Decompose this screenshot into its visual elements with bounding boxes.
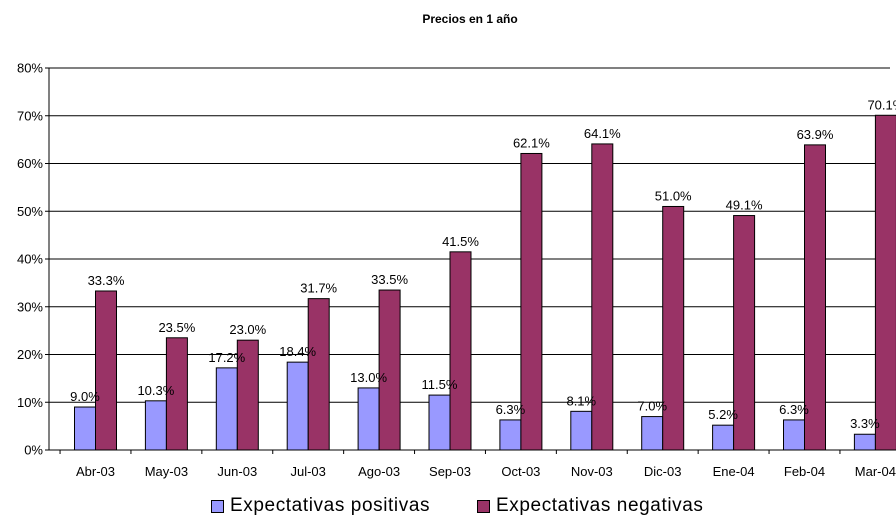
data-label-positive: 9.0% — [70, 389, 100, 404]
y-tick-label: 40% — [17, 252, 43, 267]
bar-chart: Precios en 1 año 9.0% 33.3% 10.3% 23.5% 17.2… — [17, 12, 896, 479]
legend-item-negative: Expectativas negativas — [477, 495, 704, 517]
data-label-negative: 33.5% — [371, 272, 408, 287]
data-label-negative: 49.1% — [726, 198, 763, 213]
bar-positive — [499, 419, 522, 451]
data-label-negative: 70.1% — [867, 97, 896, 112]
bar-positive — [783, 419, 805, 451]
x-tick-label: Mar-04 — [855, 464, 896, 479]
data-label-positive: 7.0% — [637, 399, 667, 414]
x-tick-label: Nov-03 — [571, 464, 613, 479]
data-label-negative: 64.1% — [584, 126, 621, 141]
bars — [74, 114, 896, 451]
x-tick-label: Dic-03 — [644, 464, 682, 479]
y-tick-label: 60% — [17, 156, 43, 171]
legend-swatch-negative — [477, 499, 490, 513]
data-label-negative: 41.5% — [442, 234, 479, 249]
bar-positive — [74, 406, 96, 451]
y-tick-label: 30% — [17, 299, 43, 314]
x-axis-ticks: Abr-03 May-03 Jun-03 Jul-03 Ago-03 Sep-03 Oct-… — [59, 450, 896, 479]
data-label-positive: 18.4% — [279, 344, 316, 359]
bar-positive — [286, 361, 309, 451]
x-tick-label: Jul-03 — [290, 464, 325, 479]
data-label-negative: 51.0% — [655, 188, 692, 203]
y-tick-label: 10% — [17, 395, 43, 410]
y-tick-label: 20% — [17, 347, 43, 362]
legend-label-positive: Expectativas positivas — [230, 495, 431, 516]
x-tick-label: Feb-04 — [784, 464, 825, 479]
bar-negative — [449, 251, 472, 451]
data-labels: 9.0% 33.3% 10.3% 23.5% 17.2% 23.0% 18.4% 31.7% 1… — [70, 97, 896, 431]
y-tick-label: 70% — [17, 108, 43, 123]
data-label-positive: 5.2% — [708, 407, 738, 422]
data-label-positive: 10.3% — [137, 383, 174, 398]
legend: Expectativas positivas Expectativas nega… — [0, 495, 896, 519]
x-tick-label: May-03 — [145, 464, 188, 479]
data-label-positive: 3.3% — [850, 416, 880, 431]
bar-positive — [712, 424, 735, 451]
legend-item-positive: Expectativas positivas — [211, 495, 430, 517]
data-label-negative: 23.0% — [229, 322, 266, 337]
data-label-positive: 17.2% — [208, 350, 245, 365]
y-tick-label: 0% — [24, 443, 43, 458]
bar-positive — [357, 387, 380, 451]
data-label-positive: 11.5% — [422, 377, 458, 392]
chart-title: Precios en 1 año — [422, 12, 517, 26]
bar-negative — [95, 290, 117, 451]
bar-positive — [144, 400, 167, 451]
data-label-negative: 31.7% — [300, 281, 337, 296]
data-label-positive: 13.0% — [350, 370, 387, 385]
data-label-negative: 33.3% — [88, 273, 125, 288]
x-tick-label: Ago-03 — [358, 464, 400, 479]
legend-swatch-positive — [211, 499, 224, 513]
legend-label-negative: Expectativas negativas — [496, 495, 704, 516]
x-tick-label: Ene-04 — [713, 464, 755, 479]
data-label-negative: 62.1% — [513, 135, 550, 150]
y-tick-label: 80% — [17, 61, 43, 76]
y-tick-label: 50% — [17, 204, 43, 219]
x-tick-label: Sep-03 — [429, 464, 471, 479]
bar-positive — [428, 394, 451, 451]
data-label-positive: 6.3% — [779, 402, 809, 417]
x-tick-label: Oct-03 — [501, 464, 540, 479]
data-label-positive: 8.1% — [566, 393, 596, 408]
bar-positive — [853, 433, 876, 451]
bar-negative — [307, 298, 330, 451]
data-label-negative: 63.9% — [797, 127, 834, 142]
data-label-negative: 23.5% — [158, 320, 195, 335]
bar-positive — [641, 416, 664, 451]
y-axis-ticks: 0% 10% 20% 30% 40% 50% 60% 70% 80% — [17, 61, 49, 458]
bar-positive — [215, 367, 238, 451]
x-tick-label: Jun-03 — [217, 464, 257, 479]
bar-positive — [570, 410, 593, 451]
data-label-positive: 6.3% — [496, 402, 526, 417]
x-tick-label: Abr-03 — [76, 464, 115, 479]
bar-negative — [874, 114, 896, 451]
